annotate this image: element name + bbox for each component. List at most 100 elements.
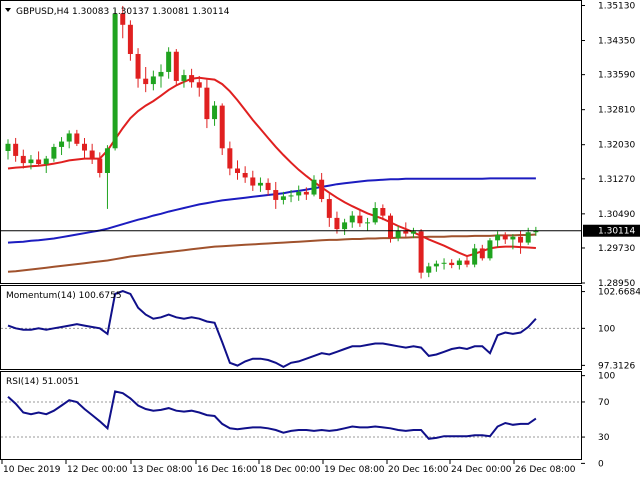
price-panel[interactable]: GBPUSD,H4 1.30083 1.30137 1.30081 1.3011…: [0, 0, 640, 290]
bull-candle: [395, 225, 401, 242]
bear-candle: [380, 204, 386, 221]
bull-candle: [280, 191, 286, 205]
rsi-line: [7, 390, 537, 440]
price-tick-label: 1.32030: [598, 141, 635, 151]
candle-body: [250, 177, 256, 186]
candle-body: [510, 236, 516, 240]
candle-body: [204, 87, 210, 120]
momentum-panel[interactable]: Momentum(14) 100.6755 102.6684 100 97.3126: [0, 285, 640, 372]
bear-candle: [418, 229, 424, 279]
bull-candle: [257, 177, 263, 192]
bull-candle: [66, 130, 72, 149]
bear-candle: [189, 68, 195, 88]
bear-candle: [388, 213, 393, 243]
bull-candle: [365, 217, 371, 231]
bull-candle: [166, 47, 172, 79]
bear-candle: [20, 149, 26, 169]
time-tick-label: 19 Dec 08:00: [324, 465, 385, 475]
bear-candle: [464, 256, 470, 268]
rsi-tick-label: 100: [598, 372, 615, 382]
candle-body: [472, 248, 478, 265]
candle-body: [74, 133, 80, 144]
bull-candle: [51, 143, 57, 162]
candle-body: [273, 190, 279, 200]
candle-body: [342, 222, 348, 230]
time-axis: 10 Dec 2019 12 Dec 00:00 13 Dec 08:00 16 De…: [1, 460, 576, 475]
bull-candle: [441, 258, 447, 270]
candle-body: [365, 222, 371, 224]
momentum-title: Momentum(14) 100.6755: [6, 291, 122, 301]
dropdown-arrow-icon[interactable]: [5, 8, 11, 12]
candle-body: [410, 231, 416, 234]
candle-body: [20, 155, 26, 164]
candle-body: [388, 215, 393, 239]
bear-candle: [13, 137, 19, 162]
candle-body: [5, 143, 11, 151]
candle-body: [418, 231, 424, 273]
candle-body: [13, 143, 19, 156]
candle-body: [135, 53, 141, 79]
price-tick-label: 1.28950: [598, 279, 635, 289]
bear-candle: [235, 160, 240, 180]
candle-body: [43, 158, 49, 165]
candle-body: [487, 240, 493, 259]
candle-body: [456, 260, 462, 266]
candle-body: [495, 234, 501, 241]
bull-candle: [495, 231, 501, 248]
time-tick-label: 26 Dec 08:00: [515, 465, 576, 475]
candle-body: [150, 76, 156, 85]
candle-body: [479, 248, 485, 259]
bear-candle: [319, 172, 325, 203]
bull-candle: [212, 101, 218, 126]
bull-candle: [288, 190, 294, 203]
momentum-line: [7, 290, 537, 369]
bull-candle: [533, 226, 539, 236]
bear-candle: [303, 187, 309, 200]
bull-candle: [426, 262, 432, 278]
bull-candle: [296, 185, 302, 201]
bear-candle: [204, 79, 210, 129]
candle-body: [426, 266, 432, 273]
candle-body: [166, 51, 172, 72]
bear-candle: [265, 178, 271, 196]
rsi-panel[interactable]: RSI(14) 51.0051 100 70 30 0: [0, 371, 616, 470]
bull-candle: [456, 258, 462, 270]
candle-body: [311, 179, 317, 195]
time-tick-label: 16 Dec 16:00: [197, 465, 258, 475]
bear-candle: [120, 5, 126, 39]
candle-body: [219, 105, 225, 149]
bull-candle: [372, 202, 378, 225]
candle-body: [120, 13, 126, 25]
bull-candle: [487, 238, 493, 261]
candle-body: [433, 263, 439, 267]
momentum-tick-label: 97.3126: [598, 361, 635, 371]
momentum-tick-label: 102.6684: [598, 288, 640, 298]
bear-candle: [135, 48, 141, 88]
bear-candle: [227, 141, 233, 176]
bull-candle: [342, 218, 348, 235]
rsi-title: RSI(14) 51.0051: [6, 377, 79, 387]
current-price-tag: 1.30114: [583, 224, 640, 237]
bear-candle: [36, 151, 42, 167]
candle-body: [403, 230, 409, 234]
price-tick-label: 1.34350: [598, 37, 635, 47]
bull-candle: [472, 243, 478, 268]
bull-candle: [158, 64, 164, 88]
bear-candle: [479, 244, 485, 261]
candle-body: [112, 13, 118, 149]
bear-candle: [502, 232, 508, 244]
bear-candle: [334, 211, 340, 234]
candle-body: [235, 168, 240, 173]
candle-body: [89, 150, 95, 159]
candle-body: [104, 148, 110, 173]
bull-candle: [349, 211, 355, 228]
candle-body: [464, 260, 470, 265]
candle-body: [395, 230, 401, 239]
candle-body: [242, 172, 248, 178]
candle-body: [51, 146, 57, 159]
bear-candle: [242, 166, 248, 183]
candle-body: [127, 24, 133, 54]
candle-body: [533, 230, 539, 233]
bear-candle: [518, 230, 524, 254]
